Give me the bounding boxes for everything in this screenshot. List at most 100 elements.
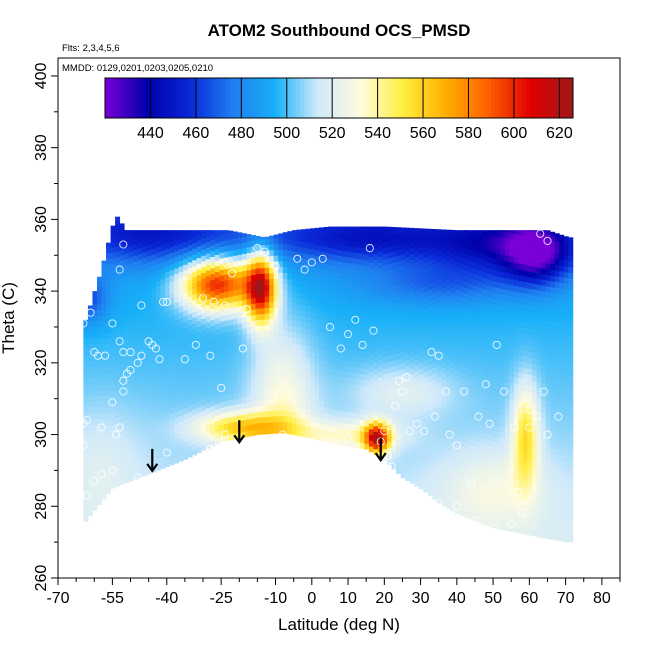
heat-cell — [115, 342, 121, 350]
heat-cell — [296, 286, 302, 293]
heat-cell — [400, 368, 406, 375]
heat-cell — [409, 288, 415, 295]
heat-cell — [146, 255, 152, 262]
heat-cell — [183, 247, 189, 254]
heat-cell — [554, 233, 560, 237]
heat-cell — [232, 232, 238, 239]
heat-cell — [169, 430, 175, 437]
heat-cell — [473, 394, 479, 401]
heat-cell — [246, 350, 252, 357]
heat-cell — [391, 256, 397, 263]
heat-cell — [237, 232, 243, 238]
heat-cell — [106, 487, 111, 494]
heat-cell — [432, 453, 438, 460]
heat-cell — [427, 363, 433, 371]
heat-cell — [214, 369, 220, 376]
heat-cell — [296, 309, 302, 316]
heat-cell — [441, 299, 447, 306]
heat-cell — [183, 425, 189, 432]
heat-cell — [523, 333, 528, 340]
heat-cell — [368, 342, 374, 349]
heat-cell — [464, 264, 470, 271]
heat-cell — [119, 232, 125, 239]
heat-cell — [563, 461, 569, 468]
heat-cell — [355, 264, 361, 271]
heat-cell — [187, 399, 193, 406]
heat-cell — [232, 243, 238, 250]
heat-cell — [491, 418, 497, 425]
heat-cell — [568, 501, 574, 509]
heat-cell — [563, 380, 569, 388]
heat-cell — [464, 253, 470, 260]
heat-cell — [210, 291, 216, 298]
heat-cell — [106, 413, 111, 420]
heat-cell — [119, 266, 125, 273]
heat-cell — [568, 473, 574, 480]
heat-cell — [436, 416, 442, 424]
heat-cell — [242, 333, 247, 341]
heat-cell — [278, 352, 284, 359]
heat-cell — [559, 311, 565, 318]
heat-cell — [405, 463, 411, 470]
heat-cell — [273, 307, 279, 314]
heat-cell — [115, 268, 121, 275]
heat-cell — [500, 437, 506, 445]
heat-cell — [405, 273, 411, 281]
heat-cell — [101, 338, 107, 345]
heat-cell — [282, 329, 288, 337]
heat-cell — [264, 273, 270, 280]
heat-cell — [518, 257, 524, 264]
heat-cell — [223, 348, 229, 356]
heat-cell — [291, 337, 297, 344]
heat-cell — [160, 359, 166, 366]
heat-cell — [396, 353, 402, 360]
heat-cell — [314, 244, 320, 251]
heat-cell — [523, 356, 528, 363]
heat-cell — [486, 262, 492, 269]
heat-cell — [106, 326, 111, 334]
heat-cell — [436, 273, 442, 280]
heat-cell — [133, 375, 139, 383]
heat-cell — [513, 515, 519, 522]
heat-cell — [536, 404, 542, 412]
heat-cell — [314, 347, 320, 354]
heat-cell — [309, 369, 315, 376]
heat-cell — [436, 480, 442, 487]
heat-cell — [436, 468, 442, 475]
heat-cell — [83, 515, 89, 522]
heat-cell — [523, 367, 528, 374]
heat-cell — [432, 246, 438, 254]
heat-cell — [504, 358, 510, 365]
heat-cell — [255, 336, 261, 344]
heat-cell — [545, 475, 551, 482]
heat-cell — [146, 278, 152, 285]
heat-cell — [201, 427, 207, 434]
heat-cell — [532, 306, 537, 313]
heat-cell — [169, 378, 175, 385]
heat-cell — [115, 354, 121, 361]
heat-cell — [559, 368, 565, 375]
observation-point — [108, 466, 117, 475]
heat-cell — [201, 284, 207, 291]
heat-cell — [468, 249, 474, 256]
heat-cell — [436, 233, 442, 240]
heat-cell — [477, 476, 483, 483]
heat-cell — [409, 339, 415, 346]
heat-cell — [477, 419, 483, 426]
heat-cell — [459, 349, 465, 356]
heat-cell — [473, 230, 479, 235]
heat-cell — [192, 426, 198, 433]
heat-cell — [518, 475, 524, 483]
heat-cell — [255, 371, 261, 378]
heat-cell — [400, 363, 406, 370]
heat-cell — [155, 321, 161, 328]
heat-cell — [554, 276, 560, 283]
heat-cell — [223, 234, 229, 241]
heat-cell — [305, 368, 311, 375]
heat-cell — [532, 289, 537, 296]
heat-cell — [527, 351, 533, 358]
heat-cell — [300, 321, 306, 328]
heat-cell — [554, 373, 560, 380]
heat-cell — [314, 336, 320, 343]
heat-cell — [192, 271, 198, 278]
